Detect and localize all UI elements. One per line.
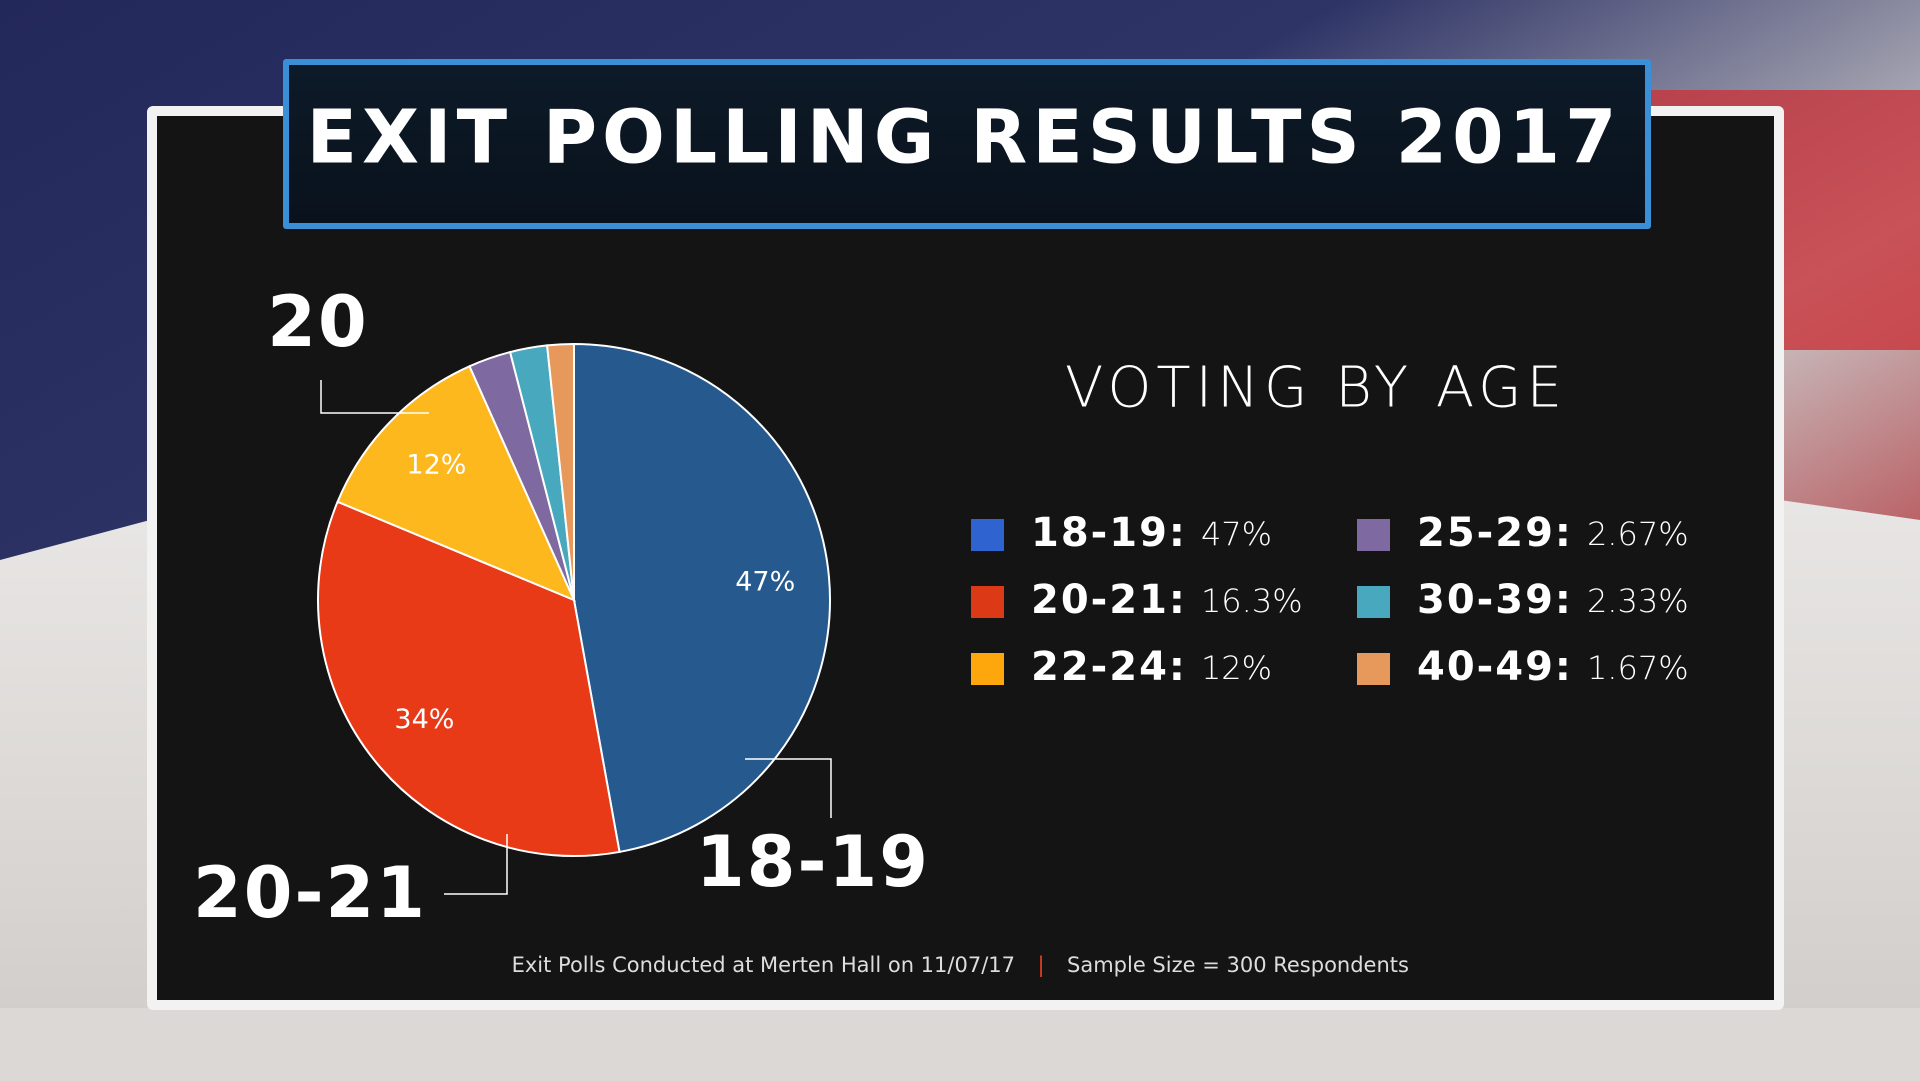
- pie-slice: [317, 500, 621, 857]
- legend-value: 2.33%: [1587, 582, 1689, 620]
- title: EXIT POLLING RESULTS 2017: [306, 95, 1621, 181]
- legend-item: 30-39: 2.33%: [1357, 577, 1689, 623]
- slice-label: 34%: [394, 704, 454, 735]
- legend-label: 30-39:: [1417, 577, 1573, 623]
- legend-value: 47%: [1201, 515, 1272, 553]
- legend-item: 22-24: 12%: [971, 644, 1272, 690]
- footer-separator: |: [1037, 953, 1044, 978]
- legend-item: 40-49: 1.67%: [1357, 644, 1689, 690]
- legend-swatch: [971, 586, 1004, 618]
- legend-swatch: [1357, 586, 1390, 618]
- callout-line: [444, 834, 508, 895]
- legend-value: 16.3%: [1201, 582, 1303, 620]
- legend-value: 2.67%: [1587, 515, 1689, 553]
- legend-item: 25-29: 2.67%: [1357, 510, 1689, 556]
- ballot-paper: [1780, 500, 1920, 1081]
- callouts: 20 20-21 18-19: [193, 281, 930, 934]
- slice-label: 12%: [406, 450, 466, 481]
- legend-item: 20-21: 16.3%: [971, 577, 1303, 623]
- pie-slice: [573, 342, 831, 854]
- callout-label: 18-19: [696, 821, 930, 903]
- callout-line: [745, 758, 832, 818]
- callout-line: [320, 380, 429, 414]
- ballot-paper: [0, 1008, 1920, 1081]
- legend-label: 22-24:: [1031, 644, 1187, 690]
- ballot-paper: [0, 520, 150, 1081]
- pie-slice: [545, 342, 575, 601]
- footer: Exit Polls Conducted at Merten Hall on 1…: [512, 953, 1409, 978]
- legend: 18-19: 47% 20-21: 16.3% 22-24: 12% 25-29: 2.67%…: [971, 510, 1689, 690]
- slice-label: 47%: [735, 566, 795, 597]
- callout-label: 20-21: [193, 852, 427, 934]
- legend-label: 25-29:: [1417, 510, 1573, 556]
- footer-right: Sample Size = 300 Respondents: [1067, 953, 1409, 977]
- legend-swatch: [1357, 519, 1390, 551]
- legend-label: 40-49:: [1417, 644, 1573, 690]
- legend-swatch: [1357, 653, 1390, 685]
- pie: 47% 34% 12%: [317, 342, 831, 857]
- callout-label: 20: [267, 281, 368, 363]
- legend-value: 1.67%: [1587, 649, 1689, 687]
- legend-item: 18-19: 47%: [971, 510, 1272, 556]
- footer-left: Exit Polls Conducted at Merten Hall on 1…: [512, 953, 1015, 977]
- legend-swatch: [971, 519, 1004, 551]
- legend-swatch: [971, 653, 1004, 685]
- legend-value: 12%: [1201, 649, 1272, 687]
- legend-label: 18-19:: [1031, 510, 1187, 556]
- pie-slice: [336, 364, 576, 602]
- subtitle: VOTING BY AGE: [1065, 355, 1567, 420]
- title-box: [289, 65, 1645, 223]
- legend-label: 20-21:: [1031, 577, 1187, 623]
